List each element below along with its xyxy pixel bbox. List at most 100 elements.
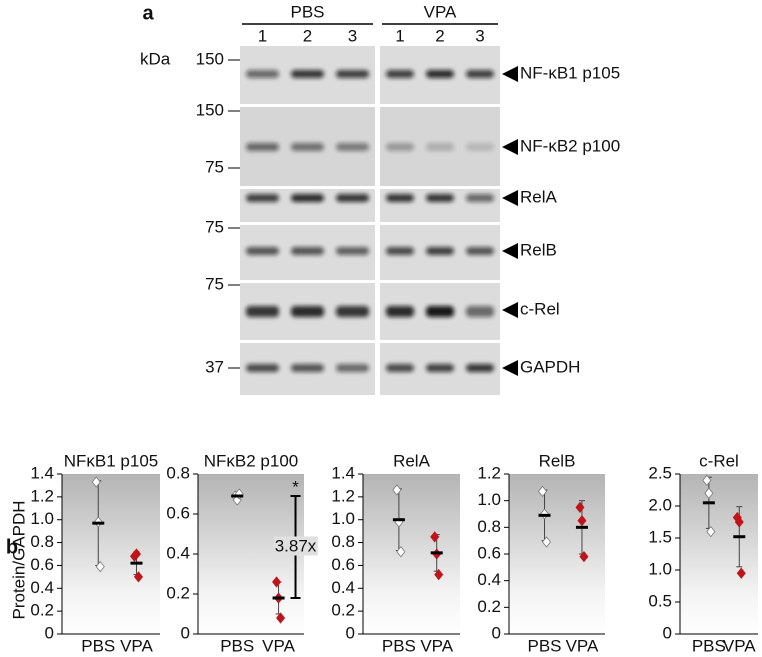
band bbox=[386, 247, 414, 255]
y-tick-label: 0.4 bbox=[30, 578, 54, 597]
y-tick-label: 1.0 bbox=[30, 509, 54, 528]
marker-label: 150 bbox=[196, 100, 224, 119]
band bbox=[336, 194, 369, 202]
band bbox=[291, 143, 324, 151]
chart-title: c-Rel bbox=[699, 451, 739, 470]
plot-background bbox=[62, 474, 160, 634]
y-tick-label: 0.6 bbox=[477, 543, 501, 562]
band bbox=[386, 194, 414, 202]
arrowhead bbox=[502, 360, 518, 376]
band bbox=[386, 70, 414, 78]
band bbox=[426, 364, 454, 372]
group-label: VPA bbox=[424, 2, 457, 21]
y-tick-label: 0.2 bbox=[166, 583, 190, 602]
band bbox=[291, 194, 324, 202]
arrowhead bbox=[502, 302, 518, 318]
chart-title: RelB bbox=[539, 451, 576, 470]
plot-background bbox=[509, 474, 605, 634]
band bbox=[246, 306, 279, 317]
y-tick-label: 0.6 bbox=[166, 503, 190, 522]
marker-label: 75 bbox=[205, 217, 224, 236]
y-tick-label: 1.0 bbox=[648, 559, 672, 578]
x-tick-label: VPA bbox=[723, 636, 756, 655]
fold-change-label: 3.87x bbox=[275, 536, 317, 555]
y-tick-label: 0 bbox=[663, 623, 672, 642]
y-tick-label: 0 bbox=[492, 623, 501, 642]
data-point bbox=[430, 531, 440, 543]
x-tick-label: PBS bbox=[528, 636, 562, 655]
y-tick-label: 1.2 bbox=[30, 486, 54, 505]
y-tick-label: 0.8 bbox=[477, 517, 501, 536]
x-tick-label: PBS bbox=[382, 636, 416, 655]
data-point bbox=[702, 474, 712, 487]
data-point bbox=[734, 516, 744, 528]
y-tick-label: 0.8 bbox=[30, 532, 54, 551]
protein-label: c-Rel bbox=[520, 299, 560, 318]
y-tick-label: 0.8 bbox=[166, 463, 190, 482]
lane-label: 2 bbox=[435, 26, 444, 45]
band bbox=[336, 306, 369, 317]
y-tick-label: 2.5 bbox=[648, 463, 672, 482]
y-tick-label: 0.6 bbox=[331, 555, 355, 574]
arrowhead bbox=[502, 66, 518, 82]
data-point bbox=[133, 571, 143, 583]
protein-label: GAPDH bbox=[520, 357, 580, 376]
arrowhead bbox=[502, 139, 518, 155]
x-tick-label: VPA bbox=[262, 636, 295, 655]
band bbox=[291, 70, 324, 78]
y-tick-label: 0.2 bbox=[477, 597, 501, 616]
panel-label: b bbox=[6, 536, 18, 558]
x-tick-label: VPA bbox=[420, 636, 453, 655]
data-point bbox=[704, 487, 714, 499]
band bbox=[386, 364, 414, 372]
band bbox=[466, 70, 494, 78]
y-tick-label: 0.4 bbox=[331, 578, 355, 597]
blot-panel: a PBS 1 2 3 VPA 1 2 3 kDa 150 NF-κB1 p105 150 NF-κB2 … bbox=[140, 2, 620, 395]
y-tick-label: 2.0 bbox=[648, 495, 672, 514]
y-tick-label: 0.2 bbox=[30, 601, 54, 620]
y-tick-label: 0.4 bbox=[166, 543, 190, 562]
data-point bbox=[538, 485, 548, 497]
x-tick-label: PBS bbox=[220, 636, 254, 655]
marker-label: 75 bbox=[205, 157, 224, 176]
band bbox=[246, 247, 279, 255]
y-tick-label: 1.4 bbox=[331, 463, 355, 482]
y-tick-label: 1.2 bbox=[331, 486, 355, 505]
data-point bbox=[396, 546, 406, 558]
band bbox=[426, 143, 454, 151]
band bbox=[386, 306, 414, 317]
x-tick-label: PBS bbox=[692, 636, 726, 655]
band bbox=[336, 364, 369, 372]
group-label: PBS bbox=[290, 2, 324, 21]
data-point bbox=[91, 476, 101, 488]
x-tick-label: VPA bbox=[566, 636, 599, 655]
y-tick-label: 0.2 bbox=[331, 601, 355, 620]
data-point bbox=[434, 568, 444, 581]
band bbox=[246, 70, 279, 78]
band bbox=[426, 70, 454, 78]
lane-label: 1 bbox=[258, 26, 267, 45]
data-point bbox=[392, 484, 402, 496]
band bbox=[386, 143, 414, 151]
band bbox=[466, 143, 494, 151]
band bbox=[426, 194, 454, 202]
y-tick-label: 0.5 bbox=[648, 591, 672, 610]
lane-label: 1 bbox=[395, 26, 404, 45]
data-point bbox=[577, 515, 587, 527]
data-point bbox=[575, 501, 585, 513]
data-point bbox=[272, 576, 282, 588]
band bbox=[466, 247, 494, 255]
lane-label: 2 bbox=[303, 26, 312, 45]
chart-title: NFκB1 p105 bbox=[64, 451, 159, 470]
band bbox=[246, 143, 279, 151]
y-tick-label: 1.5 bbox=[648, 527, 672, 546]
data-point bbox=[579, 551, 589, 563]
marker-label: 150 bbox=[196, 49, 224, 68]
x-tick-label: VPA bbox=[120, 636, 153, 655]
data-point bbox=[95, 560, 105, 573]
band bbox=[466, 194, 494, 202]
y-tick-label: 1.2 bbox=[477, 463, 501, 482]
